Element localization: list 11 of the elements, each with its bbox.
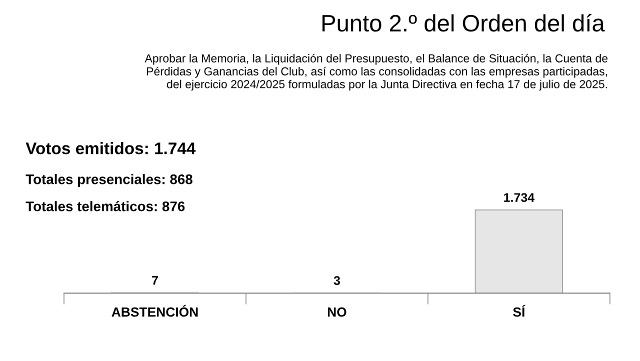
data-label: 3 bbox=[334, 276, 340, 285]
text: Votos emitidos: 1.744 bbox=[26, 142, 196, 154]
x-tick-label: NO bbox=[328, 307, 346, 317]
x-tick-label: SÍ bbox=[513, 304, 526, 317]
annotation: Totales telemáticos: 876 bbox=[26, 200, 185, 212]
data-label: 7 bbox=[152, 276, 158, 285]
chart-title: Punto 2.º del Orden del día bbox=[322, 14, 605, 32]
chart-subtitle: Aprobar la Memoria, la Liquidación del Presupuesto, el Balance de Situación, la Cuenta de Pérdidas y Ganancias del Club, así como las consolidadas con las empresas participadas, del ejercicio 2024/2025 formuladas por la Junta Directiva en fecha 17 de julio de 2025. bbox=[144, 54, 608, 91]
x-tick-label: ABSTENCIÓN bbox=[112, 304, 198, 317]
data-label: 1.734 bbox=[504, 193, 535, 202]
text: Totales presenciales: 868 bbox=[26, 174, 192, 187]
